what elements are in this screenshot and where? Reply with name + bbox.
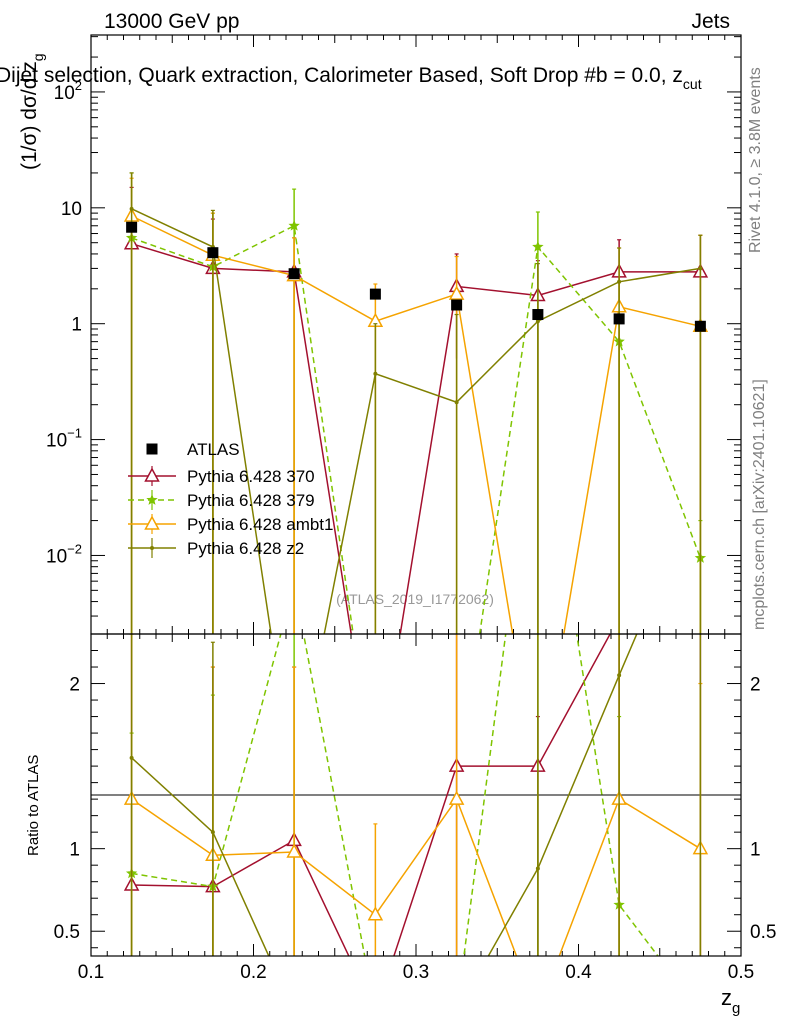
legend-entry-p370: Pythia 6.428 370	[128, 466, 315, 486]
legend-label-p370: Pythia 6.428 370	[187, 467, 315, 486]
main-y-tick-label: 10−1	[46, 426, 82, 452]
point-p379	[532, 240, 544, 252]
legend-label-ambt1: Pythia 6.428 ambt1	[187, 515, 333, 534]
energy-label: 13000 GeV pp	[104, 10, 239, 33]
plot-title-main: Dijet selection, Quark extraction, Calor…	[0, 64, 683, 87]
data-point	[288, 268, 300, 280]
ratio-axis-ticks: 0.5 0.5 1 1 2 2	[54, 633, 776, 949]
ratio-y-tick-label-right: 1	[750, 840, 761, 861]
series-line-p370	[131, 242, 701, 634]
main-ylabel: (1/σ) dσ/d zg	[18, 53, 46, 170]
x-tick-label: 0.3	[403, 962, 429, 983]
ratio-series-z2	[129, 634, 702, 1014]
data-point	[126, 221, 138, 233]
main-ylabel-main: (1/σ) dσ/d z	[18, 61, 41, 170]
point-ambt1	[448, 285, 465, 300]
ratio-point-z2	[373, 1010, 377, 1014]
ratio-point-z2	[455, 1010, 459, 1014]
point-z2	[454, 400, 459, 405]
ratio-point-p379	[370, 1006, 381, 1017]
data-point	[207, 247, 219, 259]
data-point	[451, 299, 463, 311]
ratio-point-z2	[617, 673, 622, 678]
legend-label-z2: Pythia 6.428 z2	[187, 539, 304, 558]
jets-label: Jets	[691, 10, 730, 33]
main-y-tick-label: 10−2	[46, 541, 82, 567]
series-line-z2	[131, 208, 701, 634]
mcplots-label: mcplots.cern.ch [arXiv:2401.10621]	[751, 379, 768, 630]
main-y-tick-label: 102	[54, 78, 82, 104]
legend-entry-ambt1: Pythia 6.428 ambt1	[128, 514, 333, 534]
ratio-point-ambt1	[448, 790, 465, 805]
legend: ATLAS Pythia 6.428 370 Pythia 6.428 379 Pyt…	[128, 440, 333, 558]
plot-title: Dijet selection, Quark extraction, Calor…	[0, 64, 702, 92]
legend-label-data: ATLAS	[187, 440, 240, 459]
ratio-point-ambt1	[286, 843, 302, 858]
point-p370	[369, 780, 382, 792]
plot-title-sub: cut	[683, 76, 702, 92]
ratio-y-tick-label: 2	[69, 675, 80, 696]
point-z2	[129, 206, 134, 211]
point-z2	[617, 279, 622, 284]
data-point	[369, 288, 381, 300]
x-axis-ticks: 0.1 0.2 0.3 0.4 0.5	[78, 35, 754, 983]
point-z2	[373, 371, 378, 376]
analysis-watermark: (ATLAS_2019_I1772062)	[336, 591, 494, 607]
ratio-point-p379	[695, 1006, 706, 1017]
ratio-point-ambt1	[531, 1005, 544, 1017]
ratio-point-z2	[292, 1010, 296, 1014]
ratio-point-z2	[210, 830, 215, 835]
x-tick-label: 0.2	[240, 962, 266, 983]
main-ylabel-sub: g	[30, 53, 46, 61]
x-axis-label-main: z	[721, 985, 732, 1010]
rivet-label: Rivet 4.1.0, ≥ 3.8M events	[747, 67, 764, 253]
ratio-point-p379	[451, 1006, 462, 1017]
ratio-ylabel: Ratio to ATLAS	[25, 755, 42, 856]
ratio-point-ambt1	[367, 906, 384, 921]
x-axis-label: zg	[721, 985, 740, 1017]
ratio-point-p370	[369, 1005, 382, 1017]
point-z2	[535, 319, 540, 324]
main-y-tick-label: 10	[61, 199, 82, 220]
legend-entry-p379: Pythia 6.428 379	[128, 490, 315, 510]
ratio-y-tick-label-right: 2	[750, 675, 761, 696]
data-point	[532, 309, 544, 321]
ratio-point-z2	[129, 755, 134, 760]
series-line-ambt1	[131, 215, 701, 634]
ratio-line-ambt1	[131, 797, 701, 956]
data-point	[613, 313, 625, 325]
ratio-line-z2	[131, 634, 638, 956]
point-p379	[370, 781, 381, 792]
ratio-y-tick-label-right: 0.5	[750, 922, 776, 943]
data-point	[694, 320, 706, 332]
legend-entry-z2: Pythia 6.428 z2	[128, 538, 304, 558]
ratio-point-z2	[535, 866, 540, 871]
point-p379	[288, 219, 300, 231]
point-z2	[698, 266, 703, 271]
legend-marker-p379	[146, 494, 158, 505]
legend-entry-data: ATLAS	[146, 440, 240, 459]
main-axis-ticks: 10−2 10−1 1 10 102	[46, 36, 741, 617]
ratio-y-tick-label: 0.5	[54, 922, 80, 943]
x-tick-label: 0.5	[728, 962, 754, 983]
x-axis-label-sub: g	[732, 1000, 740, 1017]
x-tick-label: 0.1	[78, 962, 104, 983]
ratio-series-group	[123, 634, 709, 1017]
series-line-p379	[131, 224, 702, 634]
ratio-line-p370	[131, 634, 611, 956]
legend-label-p379: Pythia 6.428 379	[187, 491, 315, 510]
main-y-tick-label: 1	[71, 315, 82, 336]
ratio-line-p379	[131, 634, 659, 956]
x-tick-label: 0.4	[565, 962, 592, 983]
legend-marker-p370	[144, 467, 160, 482]
main-series-group	[123, 172, 709, 792]
legend-marker-ambt1	[144, 515, 160, 530]
series-data	[126, 221, 706, 332]
legend-marker-data	[146, 443, 158, 455]
ratio-frame	[90, 633, 742, 957]
legend-marker-z2	[150, 546, 154, 550]
ratio-y-tick-label: 1	[69, 840, 80, 861]
